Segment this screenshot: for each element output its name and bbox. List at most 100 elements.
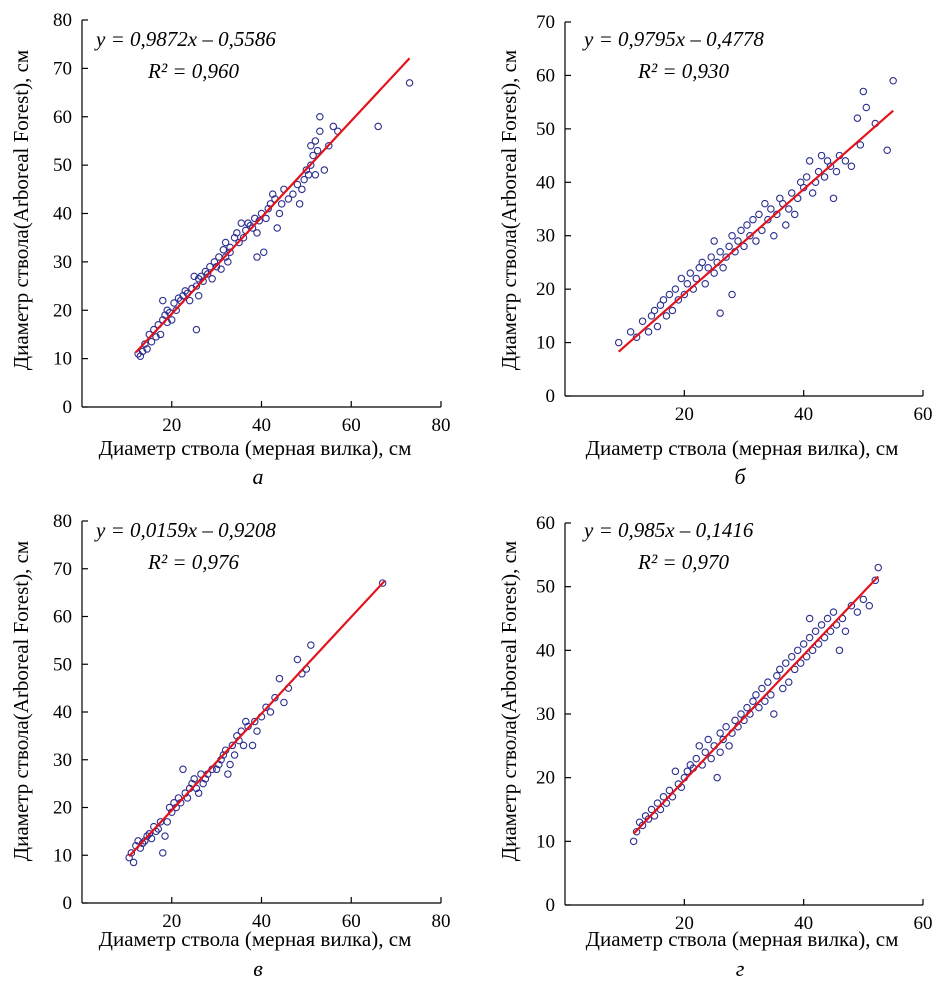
data-point <box>796 659 805 667</box>
data-point <box>805 614 814 623</box>
data-point <box>776 665 784 674</box>
data-point <box>251 717 259 726</box>
data-point <box>719 264 727 272</box>
y-tick-label: 10 <box>536 333 555 354</box>
y-tick-label: 20 <box>53 798 72 819</box>
y-axis-title: Диаметр ствола(Arboreal Forest), см <box>9 541 33 861</box>
data-point <box>170 299 178 307</box>
data-point <box>159 296 167 305</box>
data-point <box>194 291 203 300</box>
data-point <box>194 275 203 283</box>
data-point <box>770 710 778 718</box>
data-point <box>230 233 239 242</box>
data-point <box>152 333 160 341</box>
data-point <box>707 253 715 261</box>
y-tick-label: 40 <box>53 702 72 723</box>
data-point <box>212 262 221 271</box>
regression-line <box>632 575 880 835</box>
data-point <box>125 853 133 862</box>
data-point <box>665 786 674 795</box>
data-point <box>862 103 871 112</box>
data-point <box>309 151 317 160</box>
data-point <box>695 742 704 750</box>
y-tick-label: 40 <box>536 640 555 661</box>
data-point <box>374 122 382 131</box>
data-point <box>743 703 751 712</box>
data-point <box>405 79 414 87</box>
y-tick-label: 10 <box>536 831 555 852</box>
data-point <box>143 345 151 353</box>
x-tick-label: 40 <box>794 913 813 934</box>
data-point <box>141 340 149 348</box>
regression-line <box>617 109 894 353</box>
data-point <box>316 113 324 121</box>
data-point <box>764 215 772 224</box>
r2-label: R² = 0,930 <box>637 59 730 83</box>
data-point <box>811 627 820 635</box>
data-point <box>307 161 315 169</box>
data-point <box>293 655 302 664</box>
equation-label: y = 0,985x – 0,1416 <box>582 518 754 542</box>
data-point <box>172 306 180 314</box>
data-point <box>163 818 172 826</box>
x-axis-title: Диаметр ствола (мерная вилка), см <box>99 436 412 460</box>
data-point <box>638 317 647 325</box>
data-point <box>820 173 829 181</box>
data-point <box>311 171 320 179</box>
data-point <box>647 805 656 814</box>
panel-letter: г <box>736 956 745 981</box>
y-tick-label: 80 <box>53 511 72 532</box>
data-point <box>671 767 680 776</box>
data-point <box>787 189 796 197</box>
data-point <box>782 659 790 667</box>
data-point <box>859 595 868 604</box>
data-point <box>874 563 882 572</box>
data-point <box>674 296 683 304</box>
data-point <box>632 828 641 836</box>
data-point <box>650 306 659 315</box>
data-point <box>192 282 201 290</box>
data-point <box>239 741 248 750</box>
y-tick-label: 50 <box>536 119 555 140</box>
data-point <box>686 269 695 277</box>
equation-label: y = 0,0159x – 0,9208 <box>94 518 276 542</box>
data-point <box>767 205 775 213</box>
data-point <box>725 242 733 251</box>
x-tick-label: 20 <box>162 911 181 932</box>
data-point <box>284 195 293 203</box>
chart-panel-a: 0 10 20 30 40 50 60 70 80 20 40 60 80 y = 0,9872x – … <box>0 0 466 493</box>
y-tick-label: 20 <box>536 279 555 300</box>
data-point <box>156 330 165 339</box>
data-point <box>307 641 315 649</box>
data-point <box>737 226 745 235</box>
y-tick-label: 40 <box>536 172 555 193</box>
data-point <box>136 352 145 360</box>
y-tick-label: 30 <box>536 226 555 247</box>
x-tick-label: 80 <box>432 415 451 436</box>
panel-letter: а <box>253 464 264 489</box>
data-point <box>255 217 264 225</box>
data-point <box>853 608 862 616</box>
data-point <box>313 146 322 155</box>
data-point <box>671 285 680 293</box>
data-point <box>710 237 718 245</box>
data-point <box>767 691 775 699</box>
y-tick-label: 10 <box>53 349 72 370</box>
x-axis-title: Диаметр ствола (мерная вилка), см <box>99 927 412 951</box>
data-point <box>239 233 248 242</box>
data-point <box>784 205 793 213</box>
regression-line <box>128 579 386 857</box>
data-point <box>722 253 730 261</box>
scatter-chart-v: 0 10 20 30 40 50 60 70 80 20 40 60 80 y = 0,0159x – … <box>9 511 451 981</box>
data-point <box>725 742 733 750</box>
data-point <box>253 253 261 261</box>
data-point <box>722 722 730 731</box>
data-point <box>749 697 757 706</box>
data-point <box>859 87 868 96</box>
x-tick-label: 60 <box>342 911 361 932</box>
data-point <box>235 238 243 247</box>
data-point <box>271 693 279 702</box>
x-tick-label: 40 <box>252 415 271 436</box>
data-point <box>244 219 252 227</box>
data-point <box>221 253 230 261</box>
